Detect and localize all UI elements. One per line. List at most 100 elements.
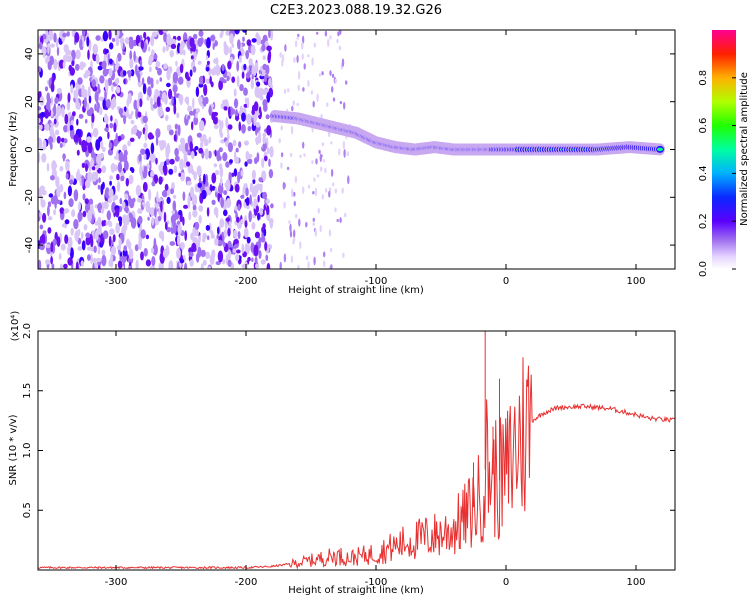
noise-cell xyxy=(268,169,274,179)
noise-cell xyxy=(217,250,224,263)
noise-cell xyxy=(242,186,245,198)
noise-cell xyxy=(59,207,65,214)
noise-cell xyxy=(228,220,232,231)
noise-cell xyxy=(211,172,217,184)
noise-cell xyxy=(112,234,116,243)
noise-cell xyxy=(92,257,97,263)
noise-cell xyxy=(327,38,330,48)
noise-cell xyxy=(123,223,128,232)
noise-cell xyxy=(289,223,292,233)
noise-cell xyxy=(151,256,156,267)
noise-cell xyxy=(339,30,342,35)
x-tick-label: -300 xyxy=(105,276,128,287)
noise-cell xyxy=(330,264,333,269)
noise-cell xyxy=(179,258,185,264)
noise-cell xyxy=(63,191,67,200)
noise-cell xyxy=(172,71,179,84)
noise-cell xyxy=(289,152,293,158)
noise-cell xyxy=(255,122,261,128)
noise-cell xyxy=(236,216,240,223)
noise-cell xyxy=(133,99,138,110)
noise-cell xyxy=(198,214,202,224)
noise-cell xyxy=(97,216,102,228)
noise-cell xyxy=(174,155,180,162)
noise-cell xyxy=(212,42,215,50)
noise-cell xyxy=(143,165,148,176)
noise-cell xyxy=(98,96,104,102)
noise-cell xyxy=(148,188,152,201)
noise-cell xyxy=(234,30,240,35)
noise-cell xyxy=(303,153,306,157)
noise-cell xyxy=(136,197,142,203)
noise-cell xyxy=(137,215,143,225)
noise-cell xyxy=(123,114,127,125)
noise-cell xyxy=(103,219,107,227)
noise-cell xyxy=(330,168,334,177)
noise-cell xyxy=(214,238,219,246)
noise-cell xyxy=(64,138,68,144)
noise-cell xyxy=(112,196,116,202)
noise-cell xyxy=(261,157,265,169)
noise-cell xyxy=(217,184,224,195)
noise-cell xyxy=(104,127,109,132)
noise-cell xyxy=(59,165,64,172)
noise-cell xyxy=(131,167,135,173)
noise-cell xyxy=(109,228,115,236)
noise-cell xyxy=(73,134,79,143)
noise-cell xyxy=(189,141,193,152)
noise-cell xyxy=(269,146,274,158)
noise-cell xyxy=(288,220,291,224)
noise-cell xyxy=(95,164,99,170)
noise-cell xyxy=(244,97,248,104)
noise-cell xyxy=(238,256,242,262)
noise-cell xyxy=(246,236,251,244)
noise-cell xyxy=(110,245,117,256)
noise-cell xyxy=(269,30,274,41)
noise-cell xyxy=(231,172,235,177)
noise-cell xyxy=(195,112,198,119)
noise-cell xyxy=(213,65,217,76)
noise-cell xyxy=(39,211,42,218)
noise-cell xyxy=(192,204,197,211)
noise-cell xyxy=(262,223,266,230)
noise-cell xyxy=(297,84,300,91)
noise-cell xyxy=(50,241,54,253)
noise-cell xyxy=(265,198,271,204)
noise-cell xyxy=(189,110,194,116)
noise-cell xyxy=(53,32,57,43)
noise-cell xyxy=(85,232,91,238)
noise-cell xyxy=(174,147,179,157)
noise-cell xyxy=(321,142,324,147)
noise-cell xyxy=(70,84,74,94)
noise-cell xyxy=(142,181,148,193)
noise-cell xyxy=(341,58,345,67)
noise-cell xyxy=(76,149,80,156)
noise-cell xyxy=(283,182,286,189)
noise-cell xyxy=(258,177,264,183)
noise-cell xyxy=(198,120,205,132)
noise-cell xyxy=(138,66,144,71)
noise-cell xyxy=(95,139,101,151)
noise-cell xyxy=(63,263,68,269)
noise-cell xyxy=(302,87,305,92)
noise-cell xyxy=(43,34,47,40)
noise-cell xyxy=(41,153,47,163)
noise-cell xyxy=(128,212,132,220)
y-tick-label: -40 xyxy=(24,237,35,253)
noise-cell xyxy=(63,209,69,214)
noise-cell xyxy=(135,259,139,269)
noise-cell xyxy=(182,191,186,201)
noise-cell xyxy=(180,242,185,250)
noise-cell xyxy=(164,94,168,105)
noise-cell xyxy=(247,125,252,132)
noise-cell xyxy=(229,46,232,55)
noise-cell xyxy=(255,205,259,213)
noise-cell xyxy=(253,68,257,76)
noise-cell xyxy=(252,186,258,197)
noise-cell xyxy=(208,105,212,116)
noise-cell xyxy=(241,71,245,79)
noise-cell xyxy=(71,209,76,218)
noise-cell xyxy=(293,200,296,207)
x-tick-label: 0 xyxy=(503,276,509,287)
noise-cell xyxy=(186,180,192,186)
